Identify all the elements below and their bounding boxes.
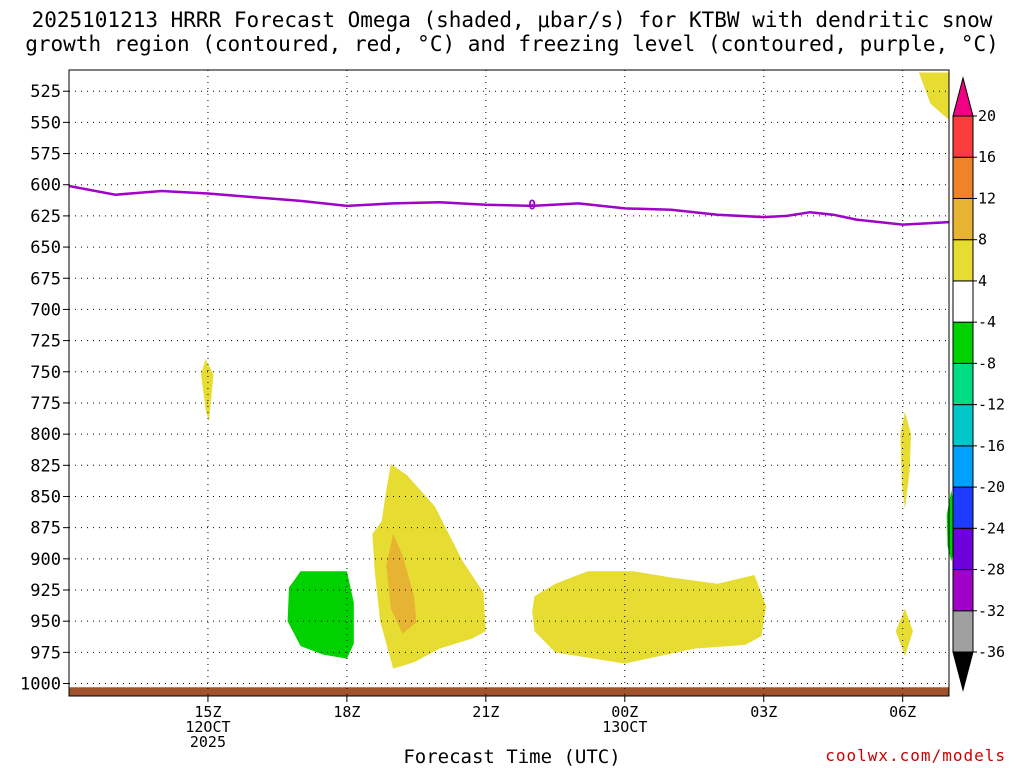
colorbar-segment-2 bbox=[952, 569, 974, 612]
y-tick-label-725: 725 bbox=[30, 332, 61, 352]
x-tick-label-03Z-0: 03Z bbox=[750, 703, 777, 721]
x-tick-label-21Z-0: 21Z bbox=[472, 703, 499, 721]
x-tick-label-15Z-1: 12OCT bbox=[185, 718, 230, 736]
chart-title-line-1: 2025101213 HRRR Forecast Omega (shaded, … bbox=[31, 8, 993, 32]
omega-region-5 bbox=[900, 411, 911, 509]
colorbar-segment-9 bbox=[952, 280, 974, 323]
y-tick-label-575: 575 bbox=[30, 145, 61, 165]
freezing-level-layer: 0 bbox=[68, 184, 950, 226]
chart-title-line-2: growth region (contoured, red, °C) and f… bbox=[25, 32, 999, 56]
y-tick-label-1000: 1000 bbox=[20, 675, 61, 695]
freezing-level-line bbox=[68, 184, 950, 226]
ground-bar bbox=[69, 687, 949, 696]
y-tick-label-950: 950 bbox=[30, 612, 61, 632]
colorbar-label-11: 12 bbox=[978, 189, 996, 207]
y-tick-label-600: 600 bbox=[30, 176, 61, 196]
y-tick-label-850: 850 bbox=[30, 487, 61, 507]
y-tick-label-650: 650 bbox=[30, 238, 61, 258]
colorbar-segment-13 bbox=[952, 115, 974, 158]
x-tick-label-15Z-2: 2025 bbox=[190, 733, 226, 751]
y-tick-label-800: 800 bbox=[30, 425, 61, 445]
colorbar-segment-7 bbox=[952, 362, 974, 406]
omega-regions bbox=[201, 72, 956, 669]
colorbar-label-6: -12 bbox=[978, 396, 1005, 414]
colorbar-segment-8 bbox=[952, 321, 974, 364]
grid-lines bbox=[69, 70, 949, 696]
colorbar-segment-10 bbox=[952, 239, 974, 282]
colorbar-segment-12 bbox=[952, 156, 974, 199]
colorbar-segment-3 bbox=[952, 527, 974, 571]
colorbar-label-5: -16 bbox=[978, 437, 1005, 455]
colorbar-segment-5 bbox=[952, 445, 974, 488]
y-tick-label-550: 550 bbox=[30, 113, 61, 133]
colorbar-label-3: -24 bbox=[978, 519, 1005, 537]
y-tick-label-975: 975 bbox=[30, 643, 61, 663]
colorbar-segment-11 bbox=[952, 197, 974, 241]
x-tick-label-18Z-0: 18Z bbox=[333, 703, 360, 721]
x-tick-label-15Z-0: 15Z bbox=[194, 703, 221, 721]
y-tick-label-900: 900 bbox=[30, 550, 61, 570]
colorbar-label-13: 20 bbox=[978, 107, 996, 125]
colorbar-segment-1 bbox=[952, 610, 974, 653]
y-tick-label-750: 750 bbox=[30, 363, 61, 383]
colorbar-segment-0 bbox=[952, 651, 974, 692]
colorbar-label-0: -36 bbox=[978, 643, 1005, 661]
x-tick-label-06Z-0: 06Z bbox=[889, 703, 916, 721]
x-tick-label-00Z-1: 13OCT bbox=[602, 718, 647, 736]
y-tick-label-775: 775 bbox=[30, 394, 61, 414]
colorbar-segment-14 bbox=[952, 76, 974, 117]
omega-region-6 bbox=[895, 608, 913, 657]
y-tick-label-625: 625 bbox=[30, 207, 61, 227]
colorbar-label-7: -8 bbox=[978, 354, 996, 372]
y-tick-label-875: 875 bbox=[30, 519, 61, 539]
colorbar-label-2: -28 bbox=[978, 561, 1005, 579]
y-tick-label-675: 675 bbox=[30, 269, 61, 289]
omega-region-1 bbox=[918, 72, 949, 120]
colorbar-label-12: 16 bbox=[978, 148, 996, 166]
y-tick-label-925: 925 bbox=[30, 581, 61, 601]
colorbar-segment-6 bbox=[952, 404, 974, 447]
colorbar-label-1: -32 bbox=[978, 602, 1005, 620]
y-tick-label-825: 825 bbox=[30, 456, 61, 476]
omega-region-0 bbox=[201, 359, 214, 422]
plot-frame bbox=[68, 69, 950, 697]
x-axis-label: Forecast Time (UTC) bbox=[403, 746, 621, 768]
x-tick-label-00Z-0: 00Z bbox=[611, 703, 638, 721]
colorbar: -36 -32 -28 -24 -20 -16 -12 -8 -4 4 8 12 16 20 bbox=[952, 76, 1005, 692]
credit-link[interactable]: coolwx.com/models bbox=[825, 746, 1006, 765]
colorbar-segment-4 bbox=[952, 486, 974, 529]
y-tick-label-525: 525 bbox=[30, 82, 61, 102]
omega-region-4 bbox=[532, 571, 767, 664]
omega-region-7 bbox=[287, 571, 354, 659]
colorbar-label-8: -4 bbox=[978, 313, 996, 331]
ground-layer bbox=[69, 687, 949, 696]
colorbar-label-10: 8 bbox=[978, 231, 987, 249]
y-tick-label-700: 700 bbox=[30, 300, 61, 320]
colorbar-label-4: -20 bbox=[978, 478, 1005, 496]
y-axis: 525 550 575 600 625 650 675 700 725 750 775 800 825 8… bbox=[20, 82, 69, 695]
colorbar-label-9: 4 bbox=[978, 272, 987, 290]
freezing-level-label: 0 bbox=[528, 199, 536, 214]
